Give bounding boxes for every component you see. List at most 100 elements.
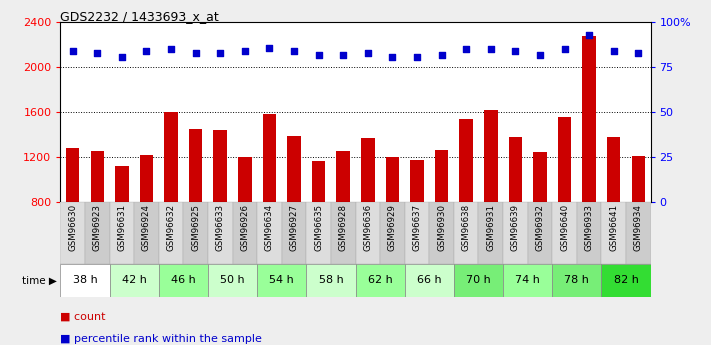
Point — [608, 48, 619, 54]
Text: GSM96934: GSM96934 — [634, 204, 643, 251]
Text: GSM96925: GSM96925 — [191, 204, 201, 251]
Bar — [257, 264, 306, 297]
Bar — [306, 202, 331, 264]
Bar — [257, 202, 282, 264]
Point — [141, 48, 152, 54]
Text: GSM96933: GSM96933 — [584, 204, 594, 251]
Bar — [208, 202, 232, 264]
Point — [338, 52, 349, 58]
Bar — [459, 119, 473, 202]
Bar — [134, 202, 159, 264]
Point — [190, 50, 201, 56]
Text: GSM96636: GSM96636 — [363, 204, 373, 251]
Bar — [361, 138, 375, 202]
Text: 78 h: 78 h — [565, 275, 589, 285]
Text: 42 h: 42 h — [122, 275, 146, 285]
Point — [633, 50, 644, 56]
Point — [436, 52, 447, 58]
Text: GSM96631: GSM96631 — [117, 204, 127, 251]
Bar — [385, 157, 399, 202]
Bar — [60, 264, 109, 297]
Bar — [429, 202, 454, 264]
Bar — [109, 202, 134, 264]
Text: GSM96927: GSM96927 — [289, 204, 299, 251]
Bar — [528, 202, 552, 264]
Text: GSM96929: GSM96929 — [388, 204, 397, 250]
Bar — [213, 130, 227, 202]
Text: 66 h: 66 h — [417, 275, 442, 285]
Text: 50 h: 50 h — [220, 275, 245, 285]
Bar — [238, 157, 252, 202]
Text: GSM96634: GSM96634 — [265, 204, 274, 251]
Text: GSM96630: GSM96630 — [68, 204, 77, 251]
Text: 74 h: 74 h — [515, 275, 540, 285]
Point — [116, 54, 127, 59]
Text: GSM96640: GSM96640 — [560, 204, 569, 251]
Bar — [484, 110, 498, 202]
Bar — [109, 264, 159, 297]
Bar — [503, 202, 528, 264]
Point — [67, 48, 78, 54]
Point — [362, 50, 373, 56]
Bar — [631, 156, 645, 202]
Text: 58 h: 58 h — [319, 275, 343, 285]
Bar — [405, 264, 454, 297]
Text: GSM96930: GSM96930 — [437, 204, 446, 251]
Text: time ▶: time ▶ — [22, 275, 57, 285]
Point — [264, 45, 275, 50]
Point — [411, 54, 422, 59]
Bar — [159, 264, 208, 297]
Bar — [282, 202, 306, 264]
Text: GSM96924: GSM96924 — [142, 204, 151, 251]
Bar — [503, 264, 552, 297]
Point — [485, 47, 496, 52]
Text: GSM96932: GSM96932 — [535, 204, 545, 251]
Bar — [164, 112, 178, 202]
Bar — [552, 202, 577, 264]
Text: GSM96635: GSM96635 — [314, 204, 323, 251]
Bar — [90, 151, 104, 202]
Bar — [435, 150, 449, 202]
Bar — [262, 114, 276, 202]
Bar — [232, 202, 257, 264]
Text: GSM96639: GSM96639 — [510, 204, 520, 251]
Bar — [533, 152, 547, 202]
Text: ■ count: ■ count — [60, 311, 106, 321]
Bar — [60, 202, 85, 264]
Point — [166, 47, 177, 52]
Point — [510, 48, 521, 54]
Bar — [602, 202, 626, 264]
Bar — [479, 202, 503, 264]
Bar — [306, 264, 356, 297]
Bar — [552, 264, 602, 297]
Text: ■ percentile rank within the sample: ■ percentile rank within the sample — [60, 334, 262, 344]
Bar — [189, 129, 203, 202]
Bar — [582, 36, 596, 202]
Bar — [557, 117, 571, 202]
Bar — [140, 155, 154, 202]
Point — [92, 50, 103, 56]
Point — [387, 54, 398, 59]
Point — [559, 47, 570, 52]
Text: GSM96641: GSM96641 — [609, 204, 618, 251]
Text: GSM96928: GSM96928 — [338, 204, 348, 251]
Bar — [626, 202, 651, 264]
Bar — [405, 202, 429, 264]
Bar — [356, 264, 405, 297]
Bar — [410, 160, 424, 202]
Text: GSM96633: GSM96633 — [215, 204, 225, 251]
Bar — [356, 202, 380, 264]
Text: 46 h: 46 h — [171, 275, 196, 285]
Bar — [159, 202, 183, 264]
Point — [239, 48, 250, 54]
Text: 82 h: 82 h — [614, 275, 638, 285]
Text: 54 h: 54 h — [269, 275, 294, 285]
Text: 62 h: 62 h — [368, 275, 392, 285]
Text: GSM96632: GSM96632 — [166, 204, 176, 251]
Bar — [454, 264, 503, 297]
Bar — [115, 166, 129, 202]
Bar — [602, 264, 651, 297]
Bar — [287, 136, 301, 202]
Bar — [336, 151, 350, 202]
Bar — [607, 137, 621, 202]
